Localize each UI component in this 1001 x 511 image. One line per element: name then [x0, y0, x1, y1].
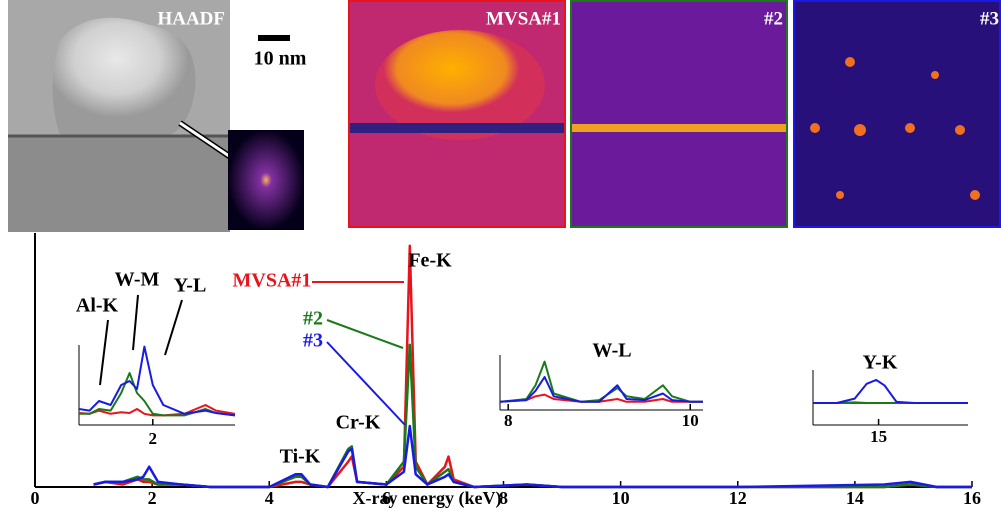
x-tick-label: 6: [382, 488, 391, 508]
series-arrow: [326, 319, 404, 349]
annotation: Y-L: [174, 275, 207, 297]
arrow: [179, 121, 233, 160]
x-tick-label: 8: [499, 488, 508, 508]
map-2: [570, 0, 788, 228]
x-tick-label: 0: [31, 488, 40, 508]
annotation: W-L: [592, 340, 631, 362]
image-label: MVSA#1: [486, 8, 561, 29]
series-line: [93, 343, 972, 489]
series-line: [78, 345, 236, 417]
map-3: [793, 0, 1001, 228]
image-label: #2: [764, 8, 783, 29]
annotation: Ti-K: [280, 446, 321, 468]
scale-bar: [258, 35, 290, 41]
series-line: [78, 404, 236, 417]
annotation: Y-K: [863, 352, 898, 374]
series-label: #3: [303, 330, 323, 352]
series-arrow: [326, 341, 406, 426]
haadf-particle: [52, 17, 196, 136]
map-2-band: [572, 124, 786, 132]
annotation: W-M: [115, 269, 160, 291]
map-3-spots: [810, 57, 980, 200]
x-tick-label: 2: [149, 429, 158, 448]
map-1-band: [350, 123, 564, 133]
annotation-arrows: [99, 294, 183, 386]
series-line: [813, 378, 968, 404]
scale-label: 10 nm: [254, 48, 307, 70]
x-tick-label: 15: [870, 427, 887, 446]
image-label: #3: [980, 8, 999, 29]
annotation: Cr-K: [336, 412, 381, 434]
series-line: [93, 424, 972, 489]
series-line: [93, 244, 972, 489]
x-axis-label: X-ray energy (keV): [353, 488, 502, 509]
annotation: Fe-K: [408, 250, 452, 272]
series-line: [499, 393, 703, 403]
x-tick-label: 14: [846, 488, 864, 508]
x-tick-label: 10: [682, 411, 699, 430]
image-label: HAADF: [157, 8, 225, 29]
annotation: Al-K: [76, 295, 119, 317]
series-line: [79, 372, 236, 417]
x-tick-label: 8: [504, 411, 513, 430]
x-tick-label: 16: [963, 488, 981, 508]
series-label: MVSA#1: [233, 270, 312, 292]
fft-image: [228, 130, 304, 230]
x-tick-label: 4: [265, 488, 274, 508]
x-tick-label: 10: [612, 488, 630, 508]
series-label: #2: [303, 308, 323, 330]
x-tick-label: 2: [148, 488, 157, 508]
series-line: [499, 376, 703, 403]
x-tick-label: 12: [729, 488, 747, 508]
map-1-particle: [375, 30, 545, 140]
